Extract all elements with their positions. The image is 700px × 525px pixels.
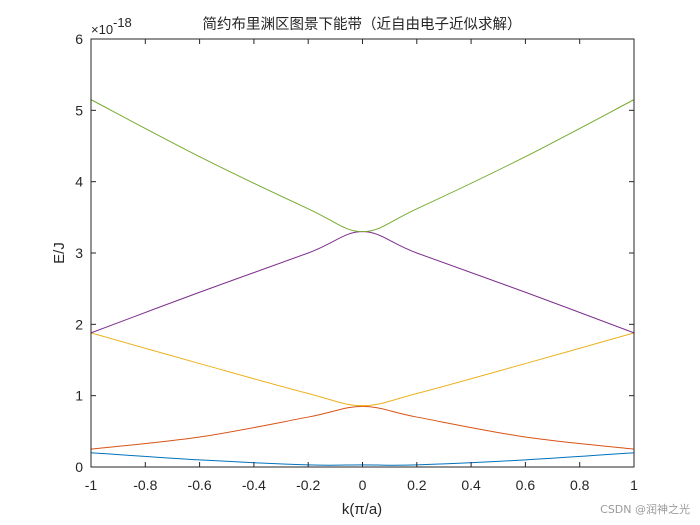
y-exponent-power: -18 <box>113 15 132 30</box>
y-ticks: 0 1 2 3 4 5 6 <box>75 31 634 475</box>
x-tick-label-4: -0.2 <box>296 477 320 493</box>
y-tick-label-6: 6 <box>75 31 83 47</box>
x-tick-label-6: 0.2 <box>407 477 427 493</box>
x-tick-label-10: 1 <box>630 477 638 493</box>
y-exponent-base: ×10 <box>91 22 113 37</box>
series-layer <box>90 99 635 466</box>
y-tick-label-1: 1 <box>75 388 83 404</box>
x-tick-label-9: 0.8 <box>570 477 590 493</box>
x-tick-label-2: -0.6 <box>188 477 212 493</box>
x-tick-label-0: -1 <box>85 477 98 493</box>
x-tick-label-7: 0.4 <box>461 477 481 493</box>
y-exponent: ×10 -18 <box>91 15 132 37</box>
y-tick-label-4: 4 <box>75 174 83 190</box>
band-line-3 <box>90 332 635 407</box>
y-axis-label: E/J <box>51 242 68 264</box>
plot-area <box>91 39 634 467</box>
x-axis-label: k(π/a) <box>342 501 382 518</box>
band-line-5 <box>90 99 635 233</box>
x-ticks: -1 -0.8 -0.6 -0.4 -0.2 0 0.2 0.4 0.6 0.8 1 <box>85 39 638 493</box>
x-tick-label-5: 0 <box>359 477 367 493</box>
y-tick-label-0: 0 <box>75 459 83 475</box>
x-tick-label-8: 0.6 <box>516 477 536 493</box>
y-tick-label-5: 5 <box>75 102 83 118</box>
watermark: CSDN @润神之光 <box>600 503 690 516</box>
x-tick-label-1: -0.8 <box>133 477 157 493</box>
y-tick-label-3: 3 <box>75 245 83 261</box>
band-line-2 <box>90 405 635 450</box>
y-tick-label-2: 2 <box>75 316 83 332</box>
x-tick-label-3: -0.4 <box>242 477 266 493</box>
chart-title: 简约布里渊区图景下能带（近自由电子近似求解） <box>203 16 522 33</box>
